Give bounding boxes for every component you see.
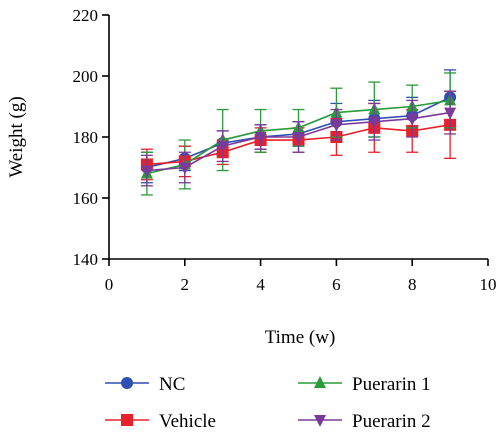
axes: 140 160 180 200 220 0 2 4 6 8 10 xyxy=(73,6,497,294)
y-tick-label: 140 xyxy=(73,250,99,269)
data-point xyxy=(368,116,381,129)
data-point xyxy=(178,162,191,175)
x-tick-label: 8 xyxy=(408,275,417,294)
data-point xyxy=(254,132,267,144)
legend-marker xyxy=(314,415,326,427)
y-tick-label: 220 xyxy=(73,6,99,25)
plot-area xyxy=(140,69,457,196)
legend: NC Vehicle Puerarin 1 Puerarin 2 xyxy=(105,374,431,432)
y-axis-title: Weight (g) xyxy=(6,96,27,177)
data-point xyxy=(406,113,419,126)
legend-label: NC xyxy=(159,374,185,395)
y-tick-label: 160 xyxy=(73,189,99,208)
x-axis-title: Time (w) xyxy=(265,327,336,348)
y-tick-label: 200 xyxy=(73,67,99,86)
x-tick-label: 10 xyxy=(480,275,497,294)
data-point xyxy=(330,119,343,132)
legend-marker xyxy=(121,414,133,426)
data-point xyxy=(292,132,305,144)
x-tick-label: 0 xyxy=(105,275,114,294)
x-tick-label: 6 xyxy=(332,275,341,294)
legend-item-puerarin-2: Puerarin 2 xyxy=(298,411,431,432)
legend-marker xyxy=(121,377,133,389)
legend-item-vehicle: Vehicle xyxy=(105,411,216,432)
data-point xyxy=(216,141,229,154)
legend-item-puerarin-1: Puerarin 1 xyxy=(298,374,431,395)
data-point xyxy=(140,165,153,178)
y-tick-label: 180 xyxy=(73,128,99,147)
legend-item-nc: NC xyxy=(105,374,185,395)
legend-marker xyxy=(314,376,326,388)
legend-label: Puerarin 1 xyxy=(352,374,431,395)
x-tick-label: 4 xyxy=(256,275,265,294)
legend-label: Puerarin 2 xyxy=(352,411,431,432)
data-point xyxy=(444,107,457,120)
legend-label: Vehicle xyxy=(159,411,216,432)
x-tick-label: 2 xyxy=(181,275,190,294)
series-puerarin-2 xyxy=(140,90,457,187)
